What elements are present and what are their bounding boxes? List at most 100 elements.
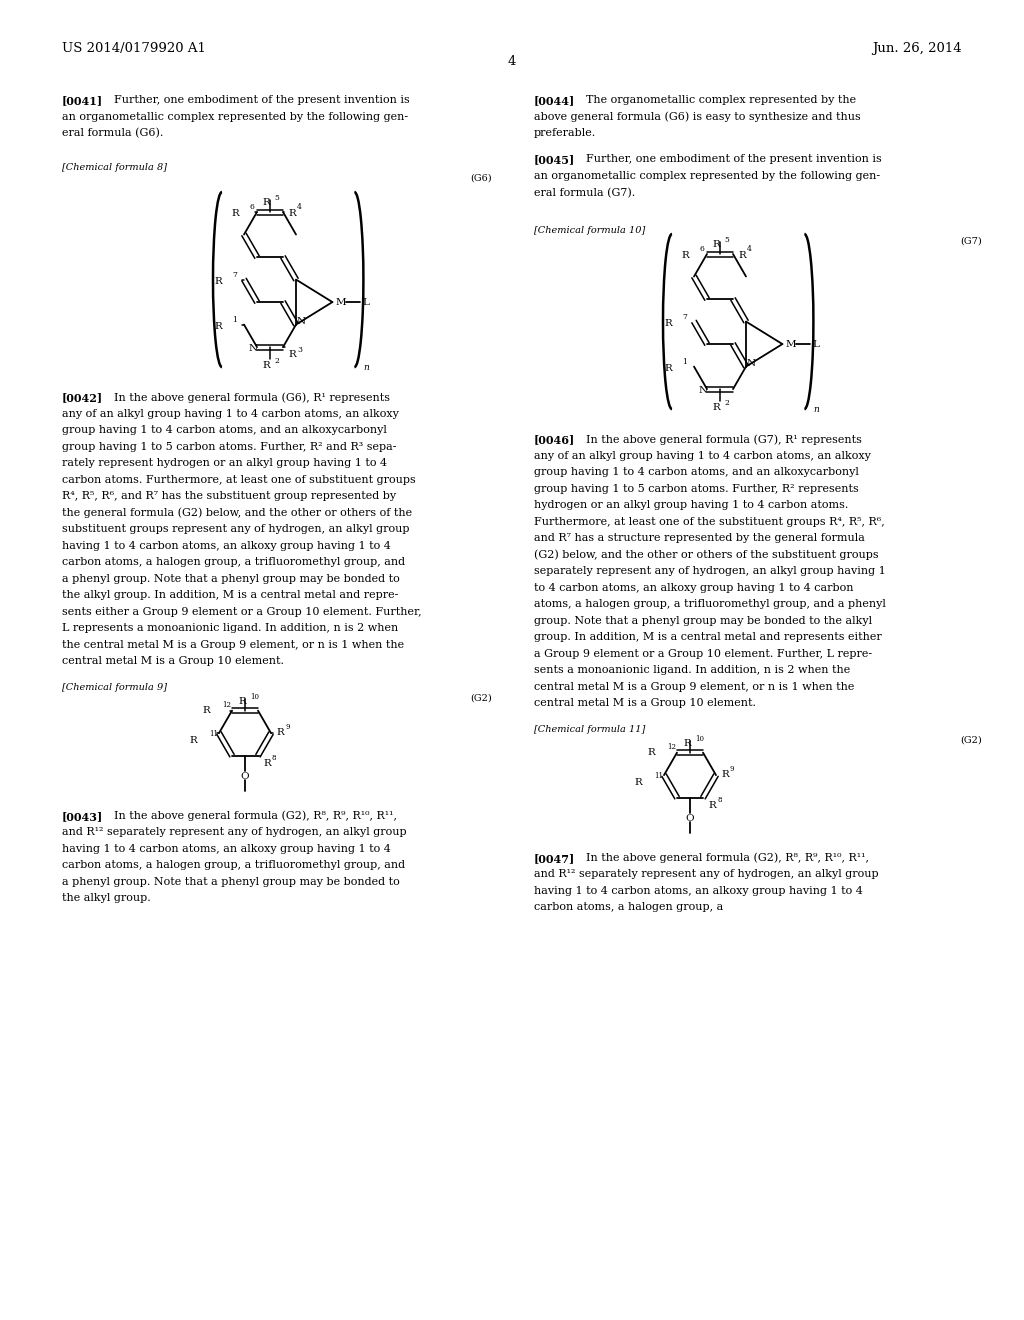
Text: 4: 4 <box>508 55 516 69</box>
Text: R: R <box>738 251 745 260</box>
Text: O: O <box>241 772 249 780</box>
Text: group having 1 to 5 carbon atoms. Further, R² and R³ sepa-: group having 1 to 5 carbon atoms. Furthe… <box>62 442 396 451</box>
Text: and R⁷ has a structure represented by the general formula: and R⁷ has a structure represented by th… <box>534 533 865 543</box>
Text: having 1 to 4 carbon atoms, an alkoxy group having 1 to 4: having 1 to 4 carbon atoms, an alkoxy gr… <box>62 843 391 854</box>
Text: 11: 11 <box>209 730 218 738</box>
Text: R: R <box>263 759 270 768</box>
Text: separately represent any of hydrogen, an alkyl group having 1: separately represent any of hydrogen, an… <box>534 566 886 576</box>
Text: L: L <box>812 339 819 348</box>
Text: M: M <box>336 297 346 306</box>
Text: 1: 1 <box>232 315 237 323</box>
Text: central metal M is a Group 10 element.: central metal M is a Group 10 element. <box>62 656 284 667</box>
Text: R: R <box>634 777 642 787</box>
Text: sents a monoanionic ligand. In addition, n is 2 when the: sents a monoanionic ligand. In addition,… <box>534 665 850 675</box>
Text: 7: 7 <box>232 271 237 279</box>
Text: R: R <box>665 318 672 327</box>
Text: N: N <box>746 359 756 368</box>
Text: N: N <box>249 343 258 352</box>
Text: sents either a Group 9 element or a Group 10 element. Further,: sents either a Group 9 element or a Grou… <box>62 607 422 616</box>
Text: R: R <box>231 209 239 218</box>
Text: an organometallic complex represented by the following gen-: an organometallic complex represented by… <box>62 111 409 121</box>
Text: group having 1 to 5 carbon atoms. Further, R² represents: group having 1 to 5 carbon atoms. Furthe… <box>534 483 859 494</box>
Text: L: L <box>362 297 370 306</box>
Text: Furthermore, at least one of the substituent groups R⁴, R⁵, R⁶,: Furthermore, at least one of the substit… <box>534 516 885 527</box>
Text: and R¹² separately represent any of hydrogen, an alkyl group: and R¹² separately represent any of hydr… <box>534 869 879 879</box>
Text: R: R <box>203 706 210 714</box>
Text: R: R <box>708 801 716 809</box>
Text: 4: 4 <box>746 246 752 253</box>
Text: central metal M is a Group 10 element.: central metal M is a Group 10 element. <box>534 698 756 708</box>
Text: above general formula (G6) is easy to synthesize and thus: above general formula (G6) is easy to sy… <box>534 111 861 121</box>
Text: L represents a monoanionic ligand. In addition, n is 2 when: L represents a monoanionic ligand. In ad… <box>62 623 398 634</box>
Text: the general formula (G2) below, and the other or others of the: the general formula (G2) below, and the … <box>62 508 412 519</box>
Text: to 4 carbon atoms, an alkoxy group having 1 to 4 carbon: to 4 carbon atoms, an alkoxy group havin… <box>534 582 853 593</box>
Text: [0047]: [0047] <box>534 853 575 863</box>
Text: 9: 9 <box>285 723 290 731</box>
Text: atoms, a halogen group, a trifluoromethyl group, and a phenyl: atoms, a halogen group, a trifluoromethy… <box>534 599 886 609</box>
Text: the central metal M is a Group 9 element, or n is 1 when the: the central metal M is a Group 9 element… <box>62 640 404 649</box>
Text: 7: 7 <box>682 313 687 321</box>
Text: (G6): (G6) <box>470 174 492 183</box>
Text: 11: 11 <box>654 772 663 780</box>
Text: [Chemical formula 8]: [Chemical formula 8] <box>62 162 167 172</box>
Text: 8: 8 <box>272 754 276 762</box>
Text: The organometallic complex represented by the: The organometallic complex represented b… <box>586 95 856 106</box>
Text: US 2014/0179920 A1: US 2014/0179920 A1 <box>62 42 206 55</box>
Text: 1: 1 <box>682 358 687 366</box>
Text: 9: 9 <box>730 766 734 774</box>
Text: R: R <box>276 729 284 737</box>
Text: 12: 12 <box>222 701 231 709</box>
Text: (G7): (G7) <box>961 238 982 246</box>
Text: a Group 9 element or a Group 10 element. Further, L repre-: a Group 9 element or a Group 10 element.… <box>534 648 872 659</box>
Text: R: R <box>214 277 222 285</box>
Text: having 1 to 4 carbon atoms, an alkoxy group having 1 to 4: having 1 to 4 carbon atoms, an alkoxy gr… <box>62 541 391 550</box>
Text: carbon atoms. Furthermore, at least one of substituent groups: carbon atoms. Furthermore, at least one … <box>62 475 416 484</box>
Text: [0046]: [0046] <box>534 434 575 445</box>
Text: central metal M is a Group 9 element, or n is 1 when the: central metal M is a Group 9 element, or… <box>534 681 854 692</box>
Text: Further, one embodiment of the present invention is: Further, one embodiment of the present i… <box>586 154 882 165</box>
Text: N: N <box>699 385 709 395</box>
Text: [0045]: [0045] <box>534 154 575 165</box>
Text: carbon atoms, a halogen group, a trifluoromethyl group, and: carbon atoms, a halogen group, a trifluo… <box>62 861 406 870</box>
Text: group. Note that a phenyl group may be bonded to the alkyl: group. Note that a phenyl group may be b… <box>534 615 872 626</box>
Text: M: M <box>785 339 796 348</box>
Text: (G2): (G2) <box>961 735 982 744</box>
Text: R: R <box>189 737 197 744</box>
Text: In the above general formula (G7), R¹ represents: In the above general formula (G7), R¹ re… <box>586 434 862 445</box>
Text: R: R <box>683 739 691 747</box>
Text: [0042]: [0042] <box>62 392 103 403</box>
Text: R: R <box>214 322 222 330</box>
Text: group having 1 to 4 carbon atoms, and an alkoxycarbonyl: group having 1 to 4 carbon atoms, and an… <box>534 467 859 477</box>
Text: [0043]: [0043] <box>62 810 103 821</box>
Text: [Chemical formula 9]: [Chemical formula 9] <box>62 682 167 692</box>
Text: 2: 2 <box>724 399 729 407</box>
Text: n: n <box>813 405 819 414</box>
Text: 6: 6 <box>249 203 254 211</box>
Text: R: R <box>721 770 729 779</box>
Text: a phenyl group. Note that a phenyl group may be bonded to: a phenyl group. Note that a phenyl group… <box>62 876 399 887</box>
Text: an organometallic complex represented by the following gen-: an organometallic complex represented by… <box>534 172 880 181</box>
Text: 6: 6 <box>699 246 703 253</box>
Text: R: R <box>712 403 720 412</box>
Text: R: R <box>262 362 270 370</box>
Text: [0044]: [0044] <box>534 95 575 106</box>
Text: eral formula (G7).: eral formula (G7). <box>534 187 635 198</box>
Text: R⁴, R⁵, R⁶, and R⁷ has the substituent group represented by: R⁴, R⁵, R⁶, and R⁷ has the substituent g… <box>62 491 396 502</box>
Text: (G2): (G2) <box>470 693 492 702</box>
Text: 8: 8 <box>717 796 722 804</box>
Text: In the above general formula (G6), R¹ represents: In the above general formula (G6), R¹ re… <box>114 392 390 403</box>
Text: having 1 to 4 carbon atoms, an alkoxy group having 1 to 4: having 1 to 4 carbon atoms, an alkoxy gr… <box>534 886 863 896</box>
Text: R: R <box>681 251 689 260</box>
Text: [Chemical formula 11]: [Chemical formula 11] <box>534 725 645 734</box>
Text: 3: 3 <box>297 346 302 354</box>
Text: R: R <box>665 363 672 372</box>
Text: 5: 5 <box>724 236 729 244</box>
Text: rately represent hydrogen or an alkyl group having 1 to 4: rately represent hydrogen or an alkyl gr… <box>62 458 387 469</box>
Text: hydrogen or an alkyl group having 1 to 4 carbon atoms.: hydrogen or an alkyl group having 1 to 4… <box>534 500 848 510</box>
Text: any of an alkyl group having 1 to 4 carbon atoms, an alkoxy: any of an alkyl group having 1 to 4 carb… <box>534 450 870 461</box>
Text: and R¹² separately represent any of hydrogen, an alkyl group: and R¹² separately represent any of hydr… <box>62 828 407 837</box>
Text: 4: 4 <box>297 203 302 211</box>
Text: a phenyl group. Note that a phenyl group may be bonded to: a phenyl group. Note that a phenyl group… <box>62 574 399 583</box>
Text: R: R <box>288 350 296 359</box>
Text: Jun. 26, 2014: Jun. 26, 2014 <box>872 42 962 55</box>
